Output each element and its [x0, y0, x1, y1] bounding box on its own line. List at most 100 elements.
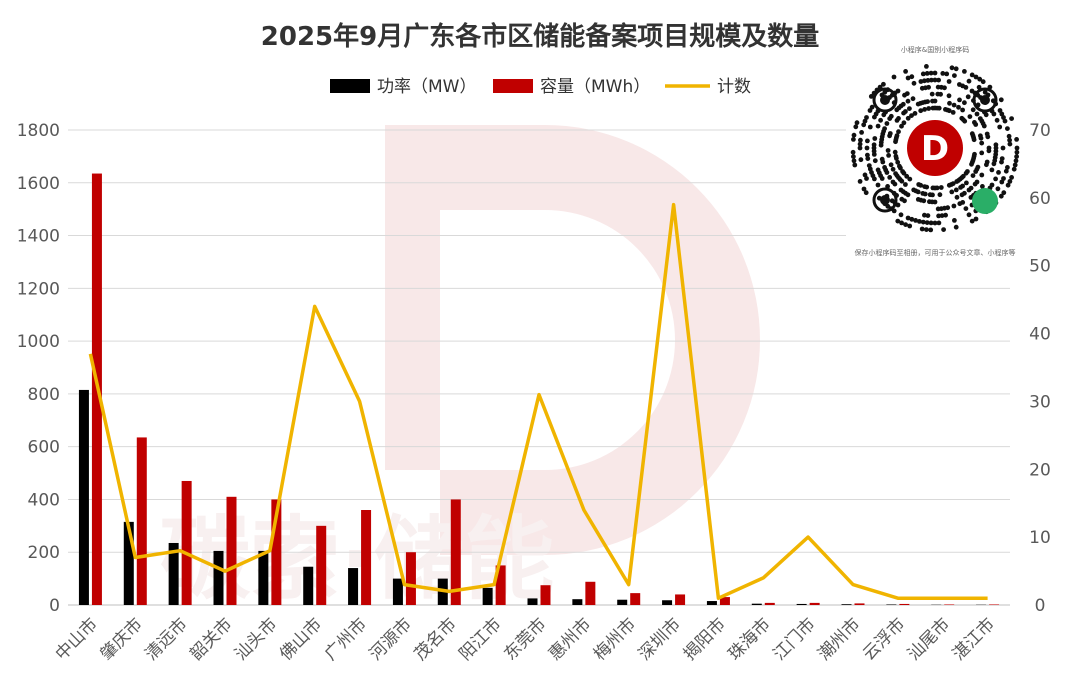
qr-dot: [865, 156, 871, 162]
qr-dot: [863, 190, 869, 196]
qr-dot: [854, 120, 860, 126]
qr-dot: [993, 142, 999, 148]
qr-dot: [1001, 115, 1006, 120]
qr-dot: [887, 131, 893, 136]
qr-dot: [905, 75, 911, 81]
qr-dot: [857, 179, 863, 184]
bar-capacity: [764, 602, 775, 605]
x-tick-label: 韶关市: [186, 614, 236, 664]
qr-top-caption: 小程序&国别小程序码: [901, 45, 969, 54]
qr-dot: [943, 212, 948, 218]
x-axis: 中山市肇庆市清远市韶关市汕头市佛山市广州市河源市茂名市阳江市东莞市惠州市梅州市深…: [52, 614, 999, 664]
qr-dot: [928, 227, 934, 233]
qr-dot: [898, 187, 904, 193]
qr-dot: [895, 88, 901, 94]
qr-dot: [951, 203, 957, 209]
qr-dot: [974, 111, 980, 117]
qr-dot: [952, 73, 957, 78]
bar-capacity: [540, 585, 551, 605]
qr-dot: [881, 81, 886, 87]
qr-dot: [938, 185, 944, 190]
qr-dot: [1014, 154, 1019, 160]
qr-dot: [963, 206, 969, 212]
y-right-tick-label: 70: [1029, 121, 1051, 141]
qr-dot: [913, 218, 918, 223]
qr-dot: [907, 223, 913, 229]
qr-dot: [900, 169, 905, 174]
bar-power: [213, 550, 224, 605]
qr-dot: [903, 222, 908, 228]
y-right-tick-label: 0: [1035, 596, 1046, 616]
chart-title: 2025年9月广东各市区储能备案项目规模及数量: [261, 21, 819, 52]
qr-dot: [970, 173, 976, 179]
qr-dot: [985, 134, 991, 140]
qr-dot: [940, 71, 946, 76]
qr-dot: [857, 145, 863, 151]
x-tick-label: 清远市: [141, 614, 191, 664]
qr-finder-center: [880, 95, 890, 105]
bar-power: [796, 603, 807, 605]
qr-dot: [1014, 149, 1020, 155]
qr-dot: [936, 77, 941, 83]
bar-capacity: [316, 525, 327, 605]
qr-dot: [915, 197, 921, 202]
qr-dot: [886, 153, 891, 158]
qr-dot: [946, 108, 952, 114]
legend-swatch: [493, 79, 533, 93]
qr-dot: [897, 163, 902, 169]
qr-dot: [892, 149, 898, 155]
qr-dot: [999, 159, 1004, 165]
qr-dot: [1014, 137, 1019, 142]
qr-dot: [905, 115, 911, 121]
qr-dot: [932, 220, 938, 226]
qr-dot: [926, 84, 931, 90]
qr-dot: [967, 114, 973, 119]
qr-dot: [903, 109, 908, 114]
qr-dot: [1009, 116, 1014, 121]
qr-dot: [885, 148, 891, 153]
qr-dot: [970, 107, 976, 113]
qr-dot: [871, 142, 877, 148]
qr-dot: [947, 100, 952, 106]
qr-dot: [962, 118, 968, 124]
qr-dot: [901, 120, 907, 126]
qr-dot: [997, 124, 1003, 130]
qr-dot: [996, 170, 1001, 175]
qr-dot: [887, 175, 893, 180]
qr-dot: [868, 94, 874, 99]
qr-dot: [890, 179, 896, 185]
qr-dot: [936, 105, 942, 111]
legend-swatch: [330, 79, 370, 93]
y-left-tick-label: 800: [28, 385, 60, 405]
legend-label: 功率（MW）: [377, 77, 476, 97]
bar-power: [168, 542, 179, 605]
x-tick-label: 珠海市: [725, 614, 775, 664]
qr-dot: [864, 115, 869, 120]
qr-dot: [917, 219, 922, 224]
qr-dot: [989, 167, 995, 173]
qr-dot: [924, 227, 929, 233]
x-tick-label: 阳江市: [455, 614, 505, 664]
bar-capacity: [989, 604, 1000, 605]
qr-dot: [1005, 165, 1010, 170]
x-tick-label: 中山市: [52, 614, 102, 664]
qr-dot: [991, 111, 997, 117]
qr-dot: [952, 218, 957, 223]
qr-dot: [963, 170, 969, 176]
qr-dot: [927, 199, 932, 205]
qr-finder-center: [880, 195, 890, 205]
qr-dot: [862, 172, 868, 178]
x-tick-label: 汕头市: [231, 614, 281, 664]
qr-dot: [1000, 145, 1006, 151]
watermark-logo-hole: [453, 245, 643, 435]
y-right-tick-label: 20: [1029, 460, 1051, 480]
qr-dot: [927, 192, 933, 198]
qr-dot: [904, 91, 910, 96]
qr-dot: [973, 169, 979, 174]
bar-power: [78, 389, 89, 605]
y-right-tick-label: 10: [1029, 528, 1051, 548]
qr-dot: [922, 107, 927, 112]
qr-dot: [993, 176, 998, 182]
qr-dot: [935, 206, 941, 212]
